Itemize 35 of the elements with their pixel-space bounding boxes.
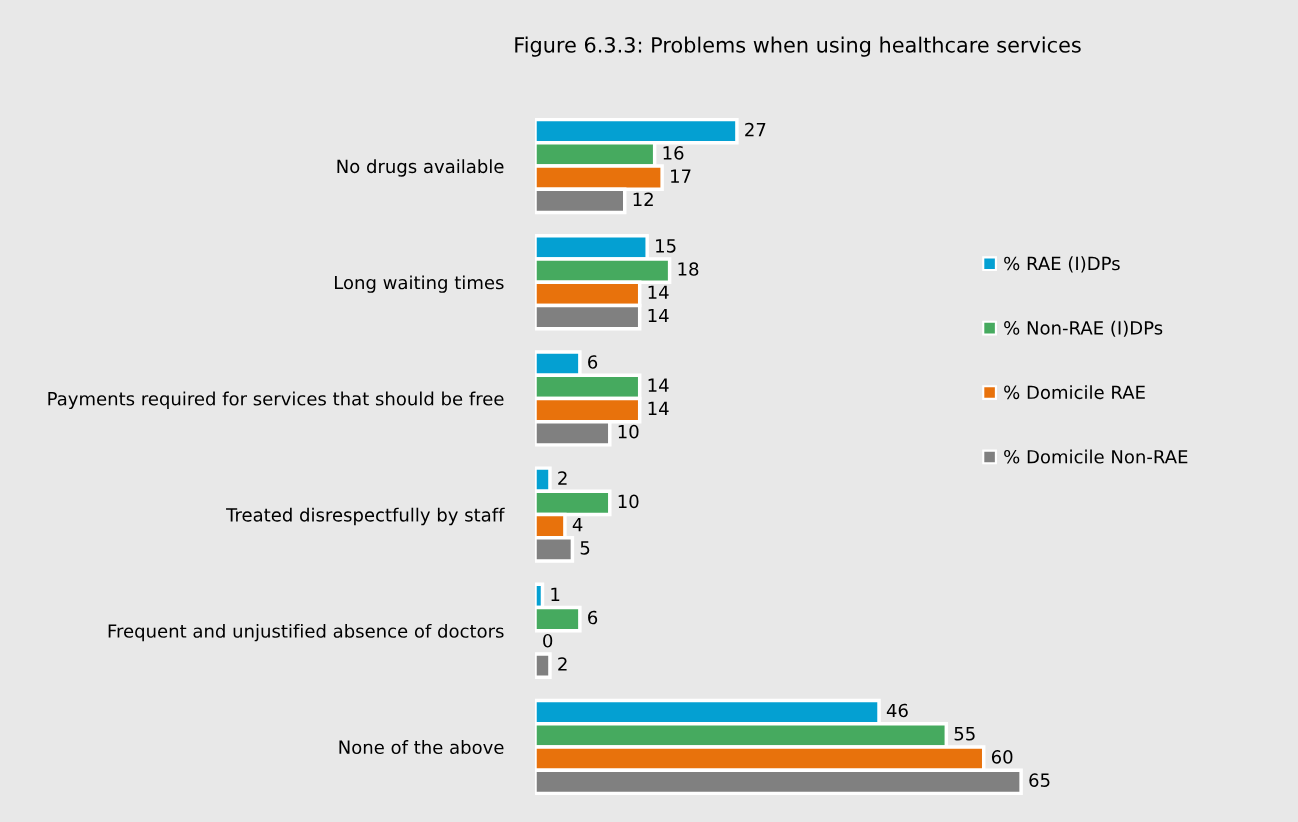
data-label: 27 — [745, 122, 766, 137]
legend-label: % RAE (I)DPs — [1004, 256, 1120, 273]
data-label: 10 — [618, 494, 639, 509]
data-label: 65 — [1029, 773, 1050, 788]
data-label: 16 — [663, 146, 684, 160]
data-label: 46 — [886, 703, 908, 718]
data-label: 18 — [678, 262, 699, 276]
data-label: 4 — [572, 518, 583, 532]
legend-label: % Domicile RAE — [1004, 385, 1145, 400]
y-tick-label: Payments required for services that should be free — [48, 391, 504, 410]
y-tick-label: No drugs available — [337, 159, 504, 177]
data-label: 0 — [543, 633, 553, 648]
data-label: 15 — [656, 239, 676, 253]
data-label: 6 — [588, 610, 598, 625]
data-label: 14 — [648, 378, 669, 392]
data-label: 17 — [671, 169, 691, 183]
data-label: 14 — [648, 401, 669, 416]
chart-title: Figure 6.3.3: Problems when using healthcare services — [515, 36, 1081, 57]
data-label: 5 — [580, 541, 590, 555]
data-label: 2 — [558, 471, 567, 485]
y-tick-label: Frequent and unjustified absence of doctors — [108, 623, 504, 642]
legend-label: % Non-RAE (I)DPs — [1004, 320, 1163, 337]
y-tick-label: Treated disrespectfully by staff — [226, 507, 505, 526]
data-label: 2 — [558, 657, 567, 671]
data-label: 55 — [954, 727, 975, 741]
data-label: 12 — [633, 192, 653, 206]
data-label: 1 — [551, 587, 560, 601]
data-label: 60 — [991, 750, 1013, 764]
data-label: 6 — [588, 355, 598, 369]
y-tick-label: None of the above — [339, 740, 504, 755]
legend-label: % Domicile Non-RAE — [1004, 449, 1188, 464]
data-label: 14 — [648, 285, 669, 299]
data-label: 14 — [648, 308, 669, 323]
y-tick-label: Long waiting times — [335, 275, 504, 293]
data-label: 10 — [618, 424, 639, 439]
